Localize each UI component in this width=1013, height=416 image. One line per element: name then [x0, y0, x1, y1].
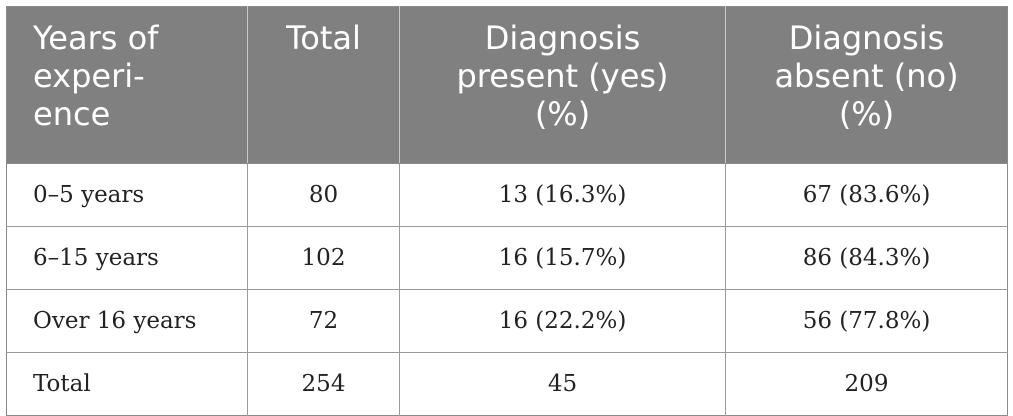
cell-total: 254 — [247, 352, 400, 416]
cell-years: 6–15 years — [6, 226, 248, 290]
header-diagnosis-present: Diagnosis present (yes) (%) — [399, 6, 726, 164]
experience-diagnosis-table: Years of experi- ence Total Diagnosis pr… — [6, 6, 1008, 416]
cell-total: 80 — [247, 163, 400, 227]
cell-total: 72 — [247, 289, 400, 353]
cell-diagnosis-absent: 209 — [725, 352, 1008, 416]
header-line: experi- — [33, 57, 145, 95]
header-line: Diagnosis — [484, 19, 641, 57]
table-header: Years of experi- ence Total Diagnosis pr… — [6, 6, 1008, 164]
table-row: 6–15 years 102 16 (15.7%) 86 (84.3%) — [6, 226, 1008, 290]
cell-years: Over 16 years — [6, 289, 248, 353]
header-line: (%) — [838, 95, 895, 133]
header-line: Years of — [33, 19, 159, 57]
header-years-of-experience: Years of experi- ence — [6, 6, 248, 164]
table-body: 0–5 years 80 13 (16.3%) 67 (83.6%) 6–15 … — [6, 163, 1008, 416]
header-line: Total — [286, 19, 361, 57]
header-diagnosis-absent: Diagnosis absent (no) (%) — [725, 6, 1008, 164]
table-row: Over 16 years 72 16 (22.2%) 56 (77.8%) — [6, 289, 1008, 353]
header-line: ence — [33, 95, 111, 133]
table-row-total: Total 254 45 209 — [6, 352, 1008, 416]
cell-diagnosis-absent: 56 (77.8%) — [725, 289, 1008, 353]
header-row: Years of experi- ence Total Diagnosis pr… — [6, 6, 1008, 164]
header-total: Total — [247, 6, 400, 164]
header-line: Diagnosis — [788, 19, 945, 57]
cell-diagnosis-present: 45 — [399, 352, 726, 416]
cell-years: Total — [6, 352, 248, 416]
header-line: (%) — [534, 95, 591, 133]
cell-total: 102 — [247, 226, 400, 290]
cell-diagnosis-present: 13 (16.3%) — [399, 163, 726, 227]
cell-diagnosis-absent: 67 (83.6%) — [725, 163, 1008, 227]
cell-diagnosis-absent: 86 (84.3%) — [725, 226, 1008, 290]
cell-diagnosis-present: 16 (15.7%) — [399, 226, 726, 290]
header-line: absent (no) — [774, 57, 959, 95]
table-row: 0–5 years 80 13 (16.3%) 67 (83.6%) — [6, 163, 1008, 227]
header-line: present (yes) — [456, 57, 669, 95]
cell-diagnosis-present: 16 (22.2%) — [399, 289, 726, 353]
cell-years: 0–5 years — [6, 163, 248, 227]
